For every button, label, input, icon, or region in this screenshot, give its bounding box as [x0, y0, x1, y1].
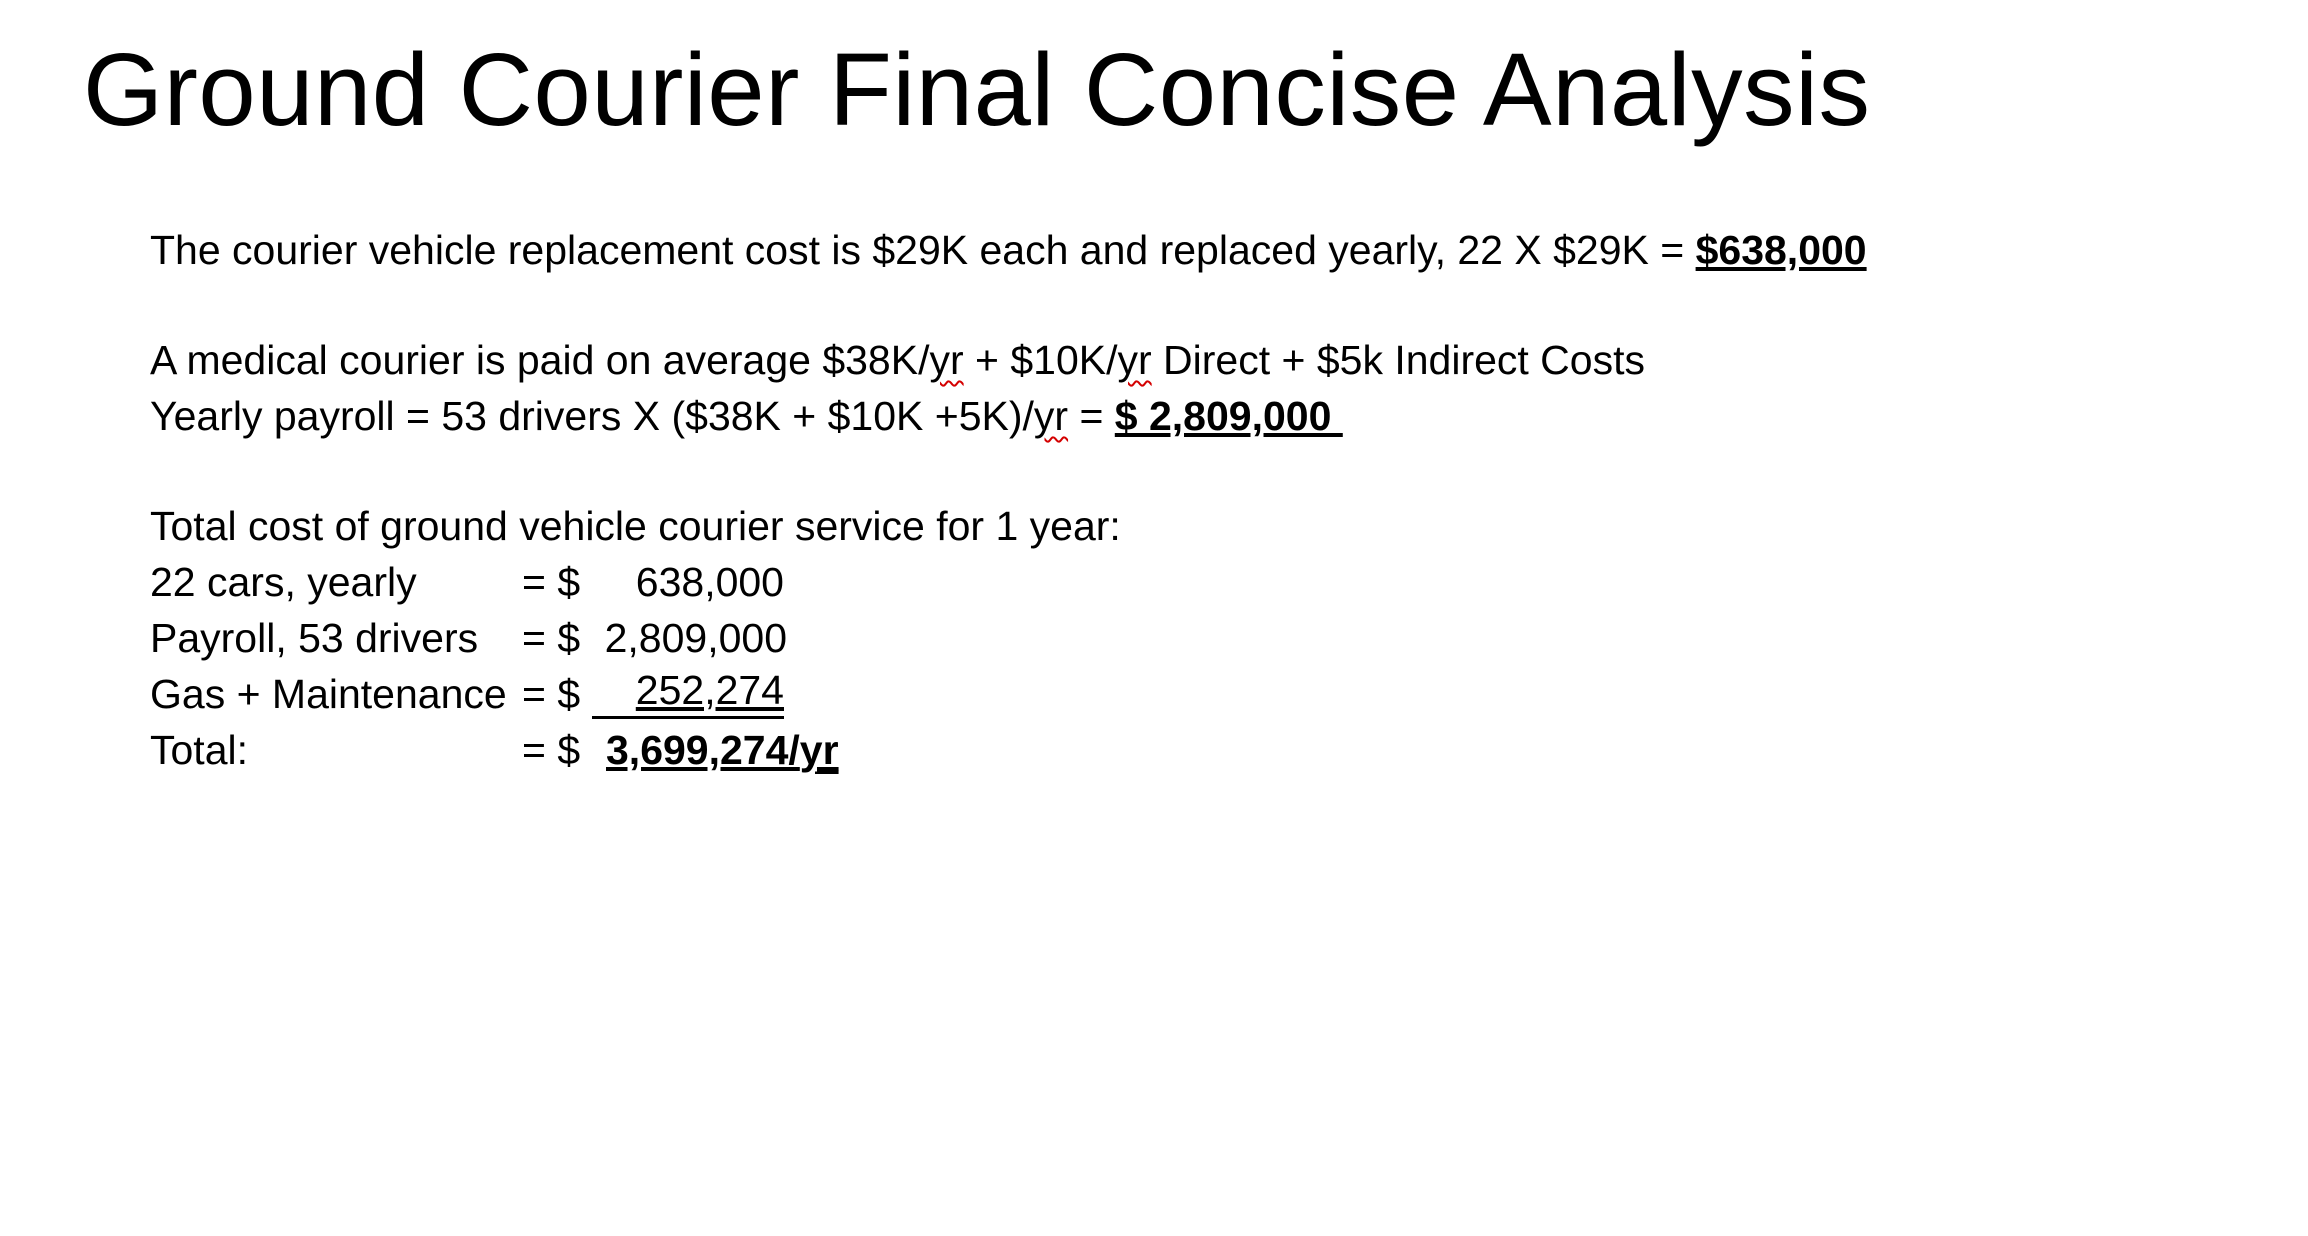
cost-row-total: Total: = $ 3,699,274/yr: [150, 722, 1867, 778]
cost-value: 2,809,000: [604, 615, 787, 661]
slide-body: The courier vehicle replacement cost is …: [150, 222, 1867, 778]
yearly-payroll-line: Yearly payroll = 53 drivers X ($38K + $1…: [150, 388, 1867, 444]
vehicle-cost-line: The courier vehicle replacement cost is …: [150, 222, 1867, 278]
total-value: 3,699,274/yr: [592, 722, 839, 778]
cost-equals: = $: [522, 727, 581, 773]
total-amount: 3,699,274/: [606, 727, 800, 773]
cost-row-gas-maintenance: Gas + Maintenance = $ 252,274: [150, 666, 1867, 722]
cost-value: 638,000: [635, 559, 784, 605]
vehicle-cost-text: The courier vehicle replacement cost is …: [150, 227, 1696, 273]
cost-equals: = $: [522, 559, 581, 605]
cost-equals: = $: [522, 671, 581, 717]
cost-equals: = $: [522, 615, 581, 661]
cost-label: 22 cars, yearly: [150, 559, 417, 605]
spell-check-yr: yr: [929, 337, 964, 383]
payroll-result: $ 2,809,000: [1114, 393, 1343, 439]
cost-label: Gas + Maintenance: [150, 671, 507, 717]
courier-pay-text-3: Direct + $5k Indirect Costs: [1151, 337, 1645, 383]
courier-pay-text-1: A medical courier is paid on average $38…: [150, 337, 930, 383]
cost-value: 252,274: [592, 666, 784, 719]
spell-check-yr: yr: [1117, 337, 1152, 383]
slide-title: Ground Courier Final Concise Analysis: [83, 32, 1871, 147]
vehicle-cost-result: $638,000: [1695, 227, 1867, 273]
spell-check-yr: yr: [1033, 393, 1069, 439]
spell-check-yr: yr: [799, 727, 839, 773]
total-cost-heading: Total cost of ground vehicle courier ser…: [150, 503, 1121, 549]
total-label: Total:: [150, 727, 248, 773]
payroll-text-2: =: [1068, 393, 1115, 439]
courier-pay-line: A medical courier is paid on average $38…: [150, 332, 1867, 388]
cost-label: Payroll, 53 drivers: [150, 615, 479, 661]
payroll-text-1: Yearly payroll = 53 drivers X ($38K + $1…: [150, 393, 1034, 439]
cost-row-payroll: Payroll, 53 drivers = $ 2,809,000: [150, 610, 1867, 666]
cost-row-cars: 22 cars, yearly = $ 638,000: [150, 554, 1867, 610]
courier-pay-text-2: + $10K/: [963, 337, 1118, 383]
